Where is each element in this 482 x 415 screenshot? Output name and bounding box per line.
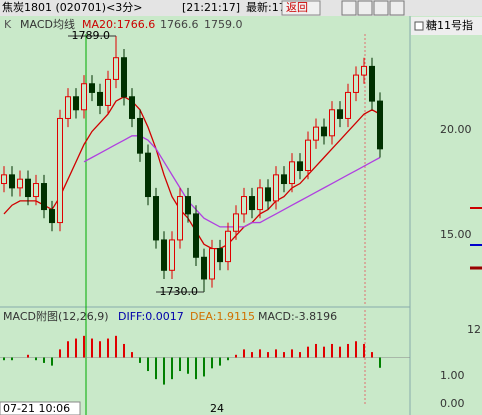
nav-btn[interactable] [341,0,357,16]
side-header [411,17,482,35]
symbol: 焦炭1801 (020701)<3分> [2,1,143,14]
candle-body [97,91,103,106]
candle-body [129,96,135,119]
candle-body [209,248,215,280]
latest: 最新:17 [246,0,286,14]
candle-body [89,83,95,93]
candle-body [145,152,151,198]
candle-body [113,57,119,80]
candle-body [241,196,247,215]
candle-body [337,109,343,119]
back-label[interactable]: 返回 [286,1,308,14]
candle-body [9,174,15,189]
side-label: 12 [467,323,481,336]
legend-v1: 1766.6 [160,18,199,31]
candle-body [41,183,47,211]
candle-body [201,256,207,280]
macd-value: MACD:-3.8196 [258,310,337,323]
legend-indicator: MACD均线 [20,17,75,31]
candle-body [297,161,303,172]
back-button[interactable] [281,0,321,16]
candle-body [329,109,335,137]
candle-body [249,196,255,211]
candle-body [73,96,79,111]
candle-body [353,74,359,93]
nav-btn[interactable] [357,0,373,16]
candle-body [33,183,39,198]
candle-body [193,213,199,258]
candle-body [361,65,367,76]
side-checkbox[interactable] [414,21,424,31]
candle-body [265,187,271,202]
candle-body [17,178,23,189]
candle-body [153,196,159,241]
candle-body [377,100,383,150]
legend-v2: 1759.0 [204,18,243,31]
side-label: 15.00 [440,228,472,241]
candle-body [217,248,223,263]
candle-body [369,65,375,102]
side-label: 20.00 [440,123,472,136]
nav-btn[interactable] [389,0,405,16]
side-label: 0.00 [440,397,465,410]
candle-body [321,126,327,137]
x-start: 07-21 10:06 [3,402,70,415]
candle-body [257,187,263,211]
candle-body [161,239,167,271]
side-title: 糖11号指 [426,18,473,32]
candle-body [273,174,279,202]
candle-body [225,230,231,263]
candle-body [313,126,319,141]
candle-body [289,161,295,185]
candle-body [65,96,71,119]
candle-body [345,91,351,119]
x-mid: 24 [210,402,224,415]
side-panel [411,17,482,415]
time-box [0,401,81,415]
annotation: 1730.0 [160,285,199,298]
macd-title: MACD附图(12,26,9) [3,309,109,323]
annotation: 1789.0 [72,29,111,42]
side-label: 1.00 [440,369,465,382]
time: [21:21:17] [182,1,240,14]
ma-line [83,135,381,228]
candle-body [169,239,175,271]
ma-line [3,96,381,250]
macd-dea: DEA:1.9115 [190,310,255,323]
candle-body [1,174,7,185]
candle-body [105,78,111,106]
candle-body [81,83,87,111]
candle-body [177,196,183,241]
candle-body [233,213,239,232]
legend-ma20: MA20:1766.6 [82,18,155,31]
nav-buttons [341,0,405,16]
candle-body [121,57,127,98]
legend-k: K [4,18,12,31]
candle-body [137,117,143,154]
macd-diff: DIFF:0.0017 [118,310,184,323]
candle-body [57,117,63,224]
candle-body [25,178,31,198]
candle-body [281,174,287,185]
candle-body [185,196,191,215]
nav-btn[interactable] [373,0,389,16]
candle-body [49,209,55,224]
candle-body [305,139,311,172]
